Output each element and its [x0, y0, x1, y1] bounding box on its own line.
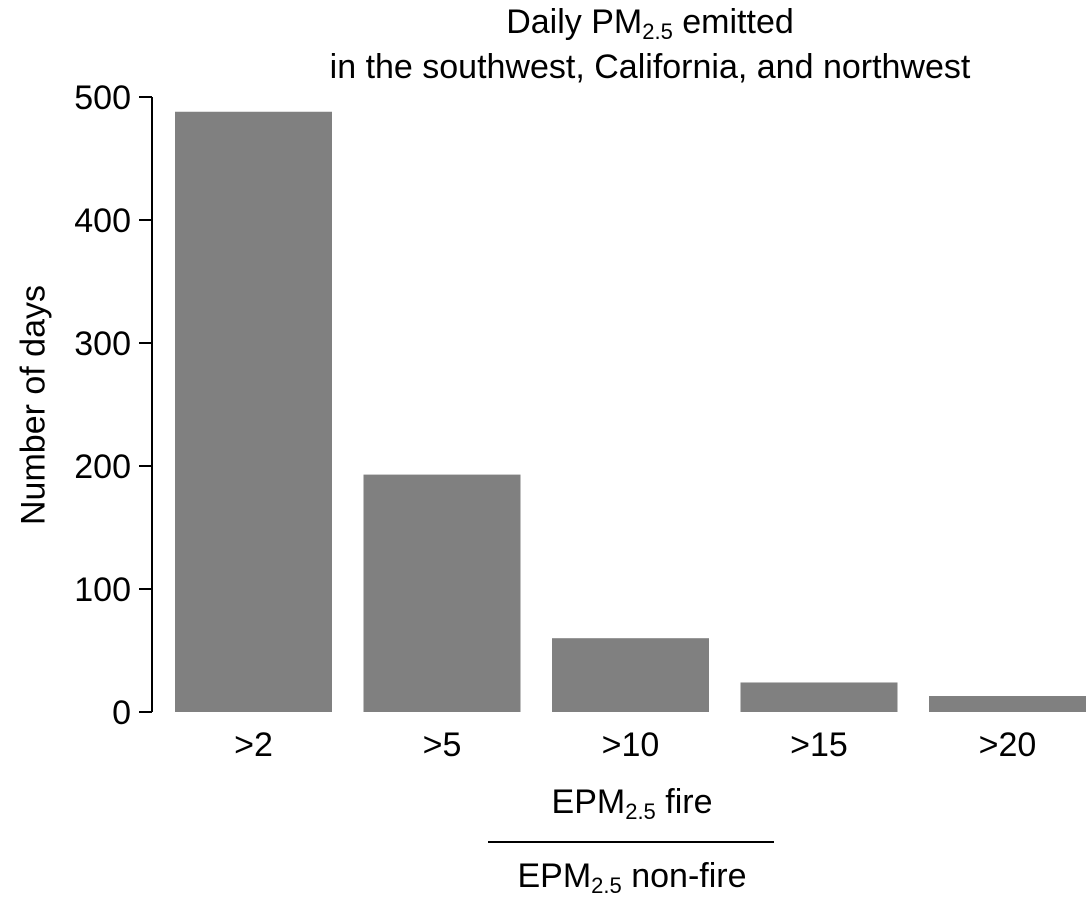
- x-axis-label-numerator: EPM2.5 fire: [551, 783, 713, 824]
- y-tick-label: 400: [74, 202, 131, 240]
- chart-title-line1: Daily PM2.5 emitted: [260, 2, 1040, 46]
- y-tick-label: 100: [74, 571, 131, 609]
- numerator-prefix: EPM: [551, 783, 626, 821]
- numerator-suffix: fire: [655, 783, 713, 821]
- y-tick-label: 500: [74, 79, 131, 117]
- denominator-subscript: 2.5: [591, 873, 622, 898]
- title-suffix: emitted: [672, 3, 794, 41]
- bar-1: [363, 474, 521, 712]
- denominator-prefix: EPM: [517, 857, 592, 895]
- bar-3: [740, 682, 898, 712]
- x-tick-label: >15: [790, 726, 848, 764]
- title-line2-text: in the southwest, California, and northw…: [329, 48, 971, 86]
- numerator-subscript: 2.5: [625, 799, 656, 824]
- bar-2: [552, 638, 709, 712]
- bar-0: [175, 111, 332, 712]
- bar-4: [929, 696, 1086, 712]
- x-tick-label: >10: [602, 726, 660, 764]
- denominator-suffix: non-fire: [621, 857, 747, 895]
- title-prefix: Daily PM: [506, 3, 643, 41]
- y-tick-label: 300: [74, 325, 131, 363]
- x-axis-label-denominator: EPM2.5 non-fire: [517, 857, 747, 898]
- x-axis-label-fraction-bar: [488, 841, 774, 843]
- y-tick-label: 200: [74, 448, 131, 486]
- x-tick-label: >20: [979, 726, 1037, 764]
- y-tick-label: 0: [112, 694, 131, 732]
- title-subscript: 2.5: [642, 19, 673, 44]
- x-tick-label: >5: [423, 726, 462, 764]
- x-tick-label: >2: [234, 726, 273, 764]
- chart-title-line2: in the southwest, California, and northw…: [260, 47, 1040, 87]
